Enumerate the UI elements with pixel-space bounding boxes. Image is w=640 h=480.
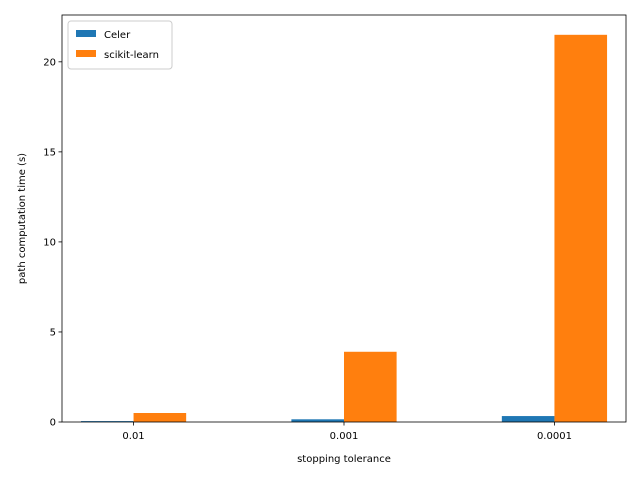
bar-celer-0-0001 <box>501 416 555 422</box>
bar-scikit-learn-0-0001 <box>554 34 608 423</box>
bars-layer <box>80 34 608 423</box>
bar-scikit-learn-0-01 <box>133 413 187 422</box>
y-tick-label: 20 <box>43 57 56 68</box>
bar-scikit-learn-0-001 <box>344 351 397 422</box>
legend: Celer scikit-learn <box>67 20 173 70</box>
legend-box <box>67 20 173 70</box>
bar-celer-0-01 <box>80 421 134 422</box>
x-tick-label: 0.001 <box>330 431 359 442</box>
y-ticks: 0 5 10 15 20 <box>43 57 62 429</box>
y-tick-label: 5 <box>50 327 56 338</box>
x-tick-label: 0.01 <box>122 431 144 442</box>
y-tick-label: 0 <box>50 418 56 429</box>
x-ticks: 0.01 0.001 0.0001 <box>122 422 572 442</box>
legend-swatch <box>76 30 96 37</box>
x-tick-label: 0.0001 <box>537 431 572 442</box>
y-tick-label: 15 <box>43 147 56 158</box>
legend-swatch <box>76 50 96 57</box>
bar-celer-0-001 <box>291 419 344 422</box>
legend-label: scikit-learn <box>104 50 159 61</box>
legend-label: Celer <box>104 30 131 41</box>
x-axis-label: stopping tolerance <box>297 454 391 465</box>
y-axis-label: path computation time (s) <box>17 153 28 284</box>
y-tick-label: 10 <box>43 237 56 248</box>
